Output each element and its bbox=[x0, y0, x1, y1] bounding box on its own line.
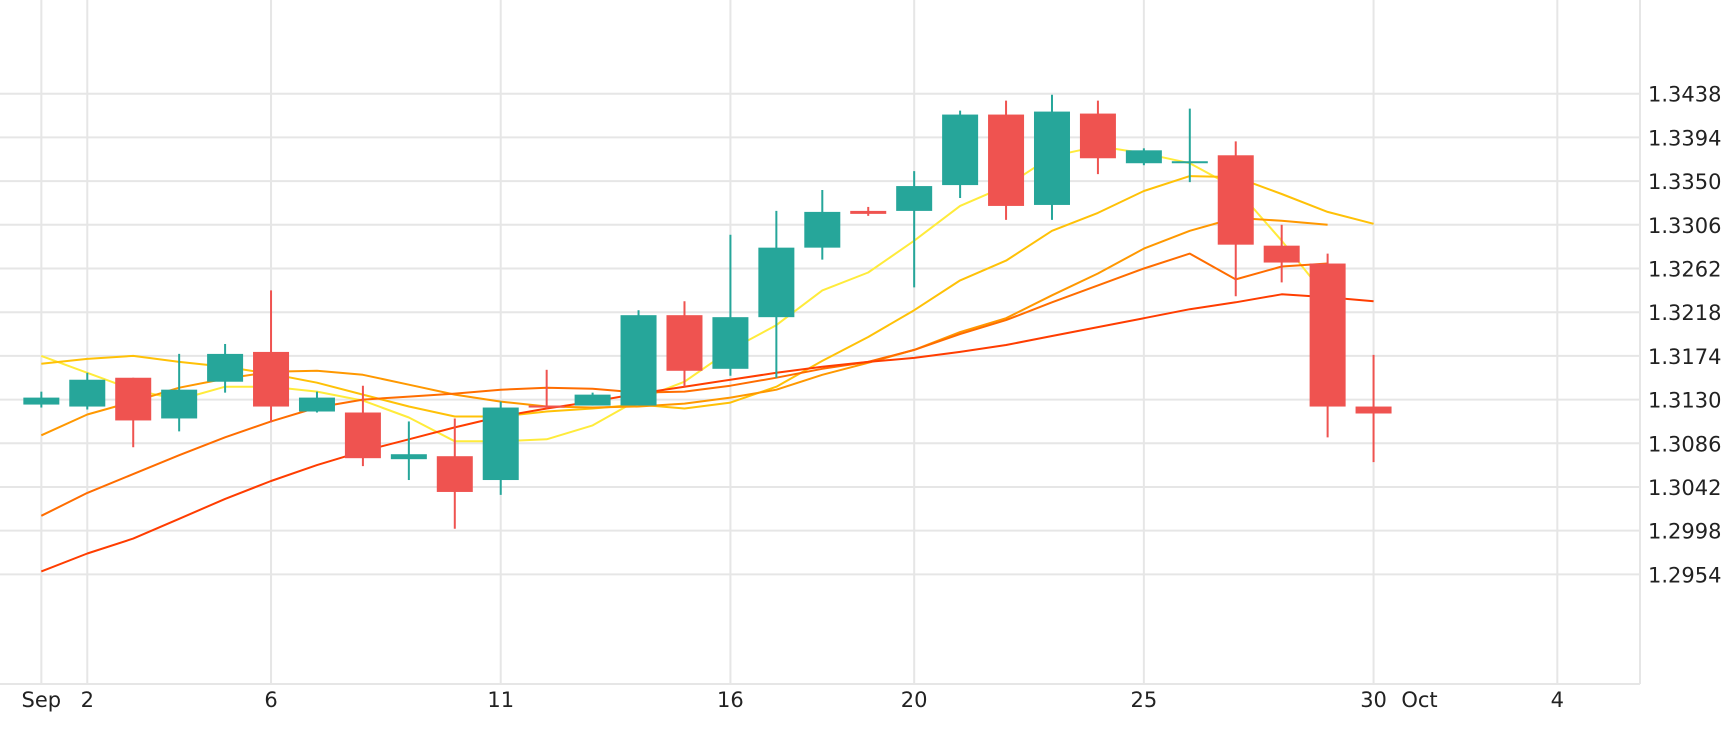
candle-body-up bbox=[1033, 111, 1070, 205]
candle-body-down bbox=[528, 405, 565, 408]
candle-body-up bbox=[942, 114, 979, 186]
x-tick-label: 2 bbox=[81, 688, 94, 712]
candle-body-down bbox=[1263, 245, 1300, 263]
candle-body-up bbox=[1171, 161, 1208, 164]
candle-body-up bbox=[896, 186, 933, 211]
moving-average-line bbox=[40, 252, 1328, 517]
y-tick-label: 1.3042 bbox=[1648, 476, 1721, 500]
candle-body-up bbox=[758, 247, 795, 318]
candle-body-up bbox=[23, 397, 60, 405]
candle-body-down bbox=[115, 377, 152, 421]
y-tick-label: 1.2998 bbox=[1648, 520, 1721, 544]
y-tick-label: 1.3086 bbox=[1648, 432, 1721, 456]
candle-body-down bbox=[436, 456, 473, 492]
candle-body-up bbox=[1125, 150, 1162, 164]
candle-body-up bbox=[620, 315, 657, 406]
candle-body-down bbox=[1309, 263, 1346, 407]
y-tick-label: 1.3438 bbox=[1648, 83, 1721, 107]
candle-body-up bbox=[298, 397, 335, 412]
candle-body-up bbox=[161, 389, 198, 419]
candle-body-down bbox=[988, 114, 1025, 206]
candle-body-up bbox=[574, 394, 611, 406]
moving-average-line bbox=[40, 145, 1329, 443]
candle-body-up bbox=[207, 353, 244, 382]
y-tick-label: 1.3306 bbox=[1648, 214, 1721, 238]
moving-average-line bbox=[40, 293, 1374, 573]
x-tick-label: 25 bbox=[1130, 688, 1157, 712]
candle-body-up bbox=[482, 407, 519, 481]
candle-body-up bbox=[69, 379, 106, 407]
y-tick-label: 1.2954 bbox=[1648, 563, 1721, 587]
candle-body-down bbox=[666, 315, 703, 371]
candle-body-down bbox=[253, 351, 290, 407]
x-tick-label: 4 bbox=[1551, 688, 1564, 712]
candle-body-down bbox=[1079, 113, 1116, 159]
x-tick-label: Oct bbox=[1401, 688, 1437, 712]
y-tick-label: 1.3174 bbox=[1648, 345, 1721, 369]
y-tick-label: 1.3394 bbox=[1648, 126, 1721, 150]
x-tick-label: 30 bbox=[1360, 688, 1387, 712]
x-tick-label: 6 bbox=[264, 688, 277, 712]
candle-body-up bbox=[804, 211, 841, 248]
x-tick-label: 16 bbox=[717, 688, 744, 712]
candle-body-up bbox=[712, 317, 749, 369]
x-tick-label: 11 bbox=[487, 688, 514, 712]
candle-body-down bbox=[850, 210, 887, 214]
y-tick-label: 1.3262 bbox=[1648, 258, 1721, 282]
candle-body-down bbox=[1355, 406, 1392, 414]
candle-body-down bbox=[1217, 155, 1254, 245]
y-tick-label: 1.3350 bbox=[1648, 170, 1721, 194]
y-tick-label: 1.3218 bbox=[1648, 301, 1721, 325]
y-tick-label: 1.3130 bbox=[1648, 389, 1721, 413]
x-tick-label: Sep bbox=[22, 688, 62, 712]
candle-body-down bbox=[344, 412, 381, 459]
candle-body-up bbox=[390, 454, 427, 460]
x-tick-label: 20 bbox=[901, 688, 928, 712]
